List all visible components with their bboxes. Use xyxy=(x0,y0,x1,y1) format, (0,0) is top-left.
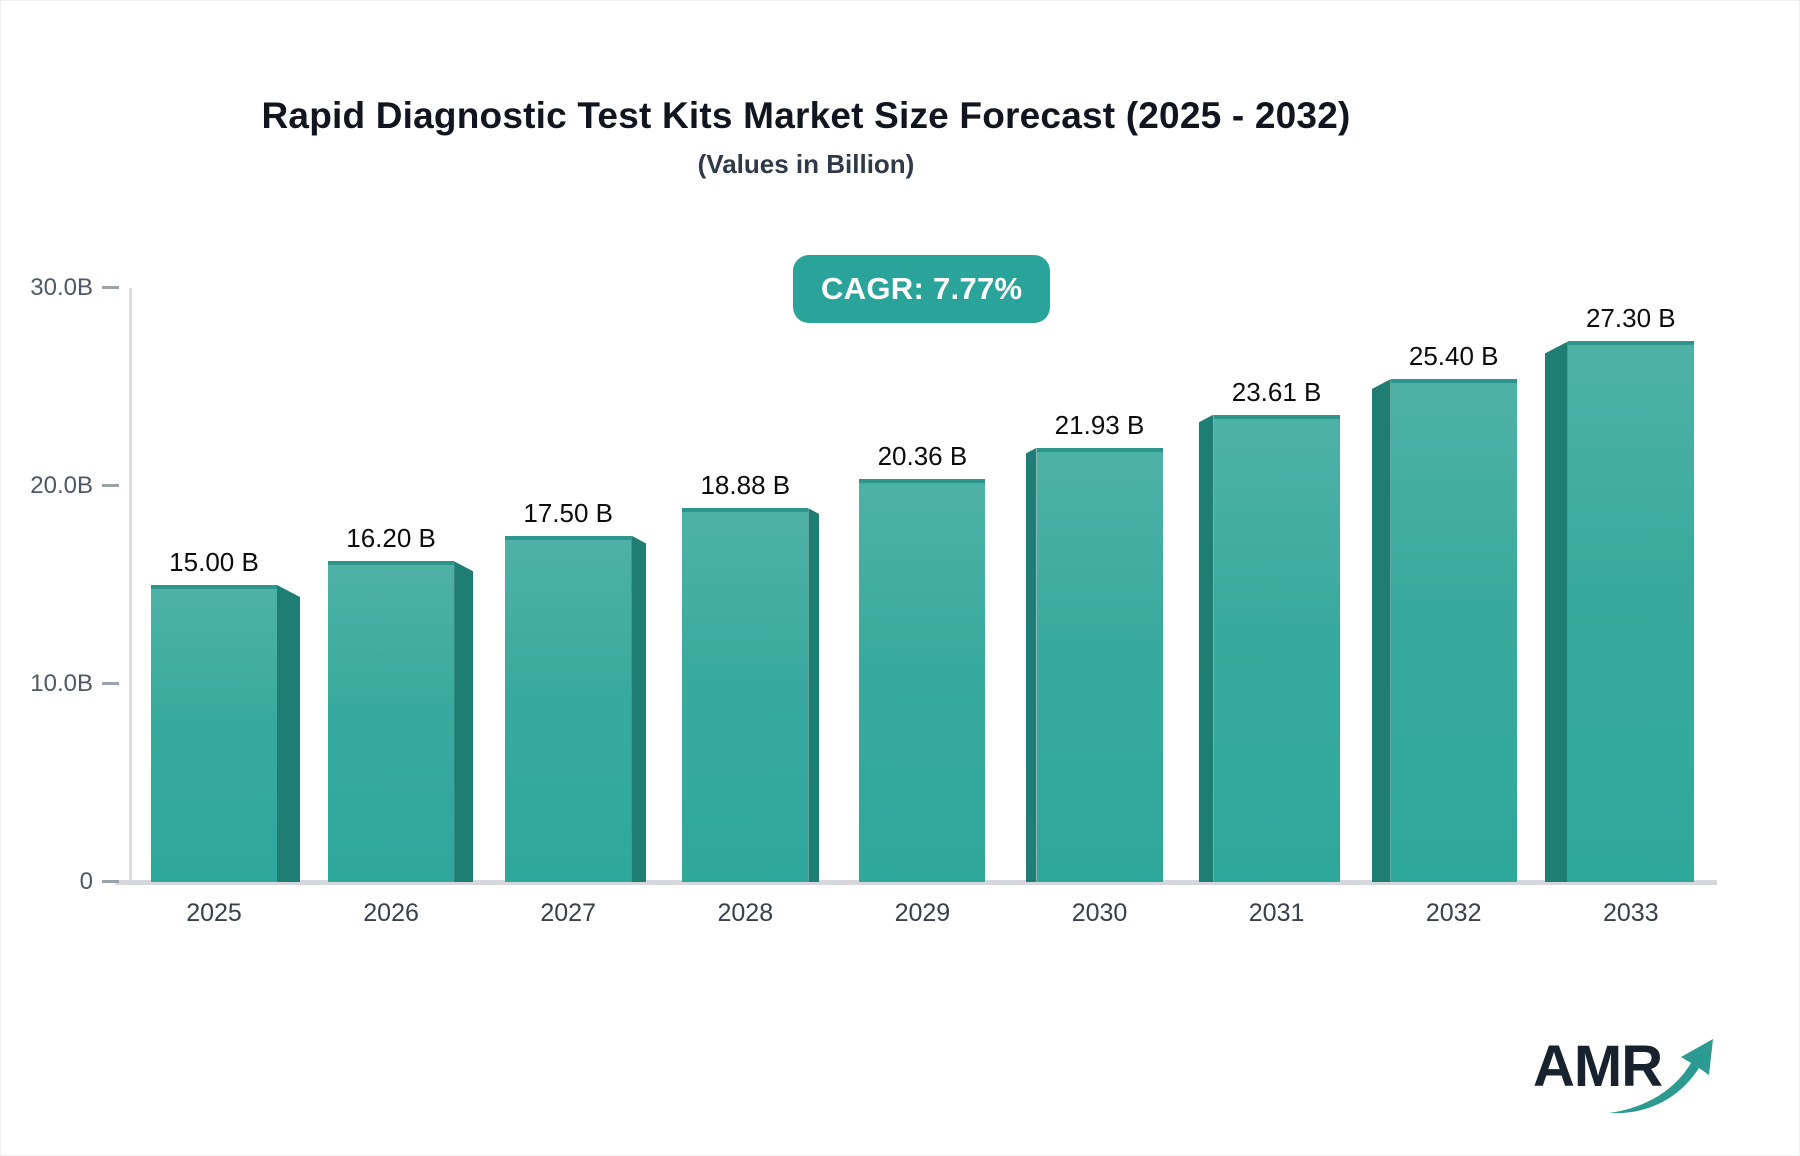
bar-value-label: 25.40 B xyxy=(1408,341,1499,372)
y-axis-tick-label: 20.0B xyxy=(30,472,93,499)
bar-2025 xyxy=(151,585,300,882)
bar-front-face xyxy=(1213,414,1340,882)
bar-front-face xyxy=(505,535,632,882)
bar-side-face xyxy=(1544,341,1568,882)
bar-2030 xyxy=(1025,447,1163,882)
bar-side-face xyxy=(1198,414,1214,882)
bar-front-face xyxy=(328,561,455,882)
growth-arrow-icon xyxy=(1609,1039,1713,1114)
bar-value-label: 17.50 B xyxy=(523,497,613,528)
bar-value-label: 20.36 B xyxy=(877,440,968,471)
x-axis-label-2032: 2032 xyxy=(1425,899,1482,927)
y-axis-tick-label: 0 xyxy=(79,868,93,895)
bar-2026 xyxy=(328,561,474,882)
bar-front-face xyxy=(1390,379,1517,882)
x-axis-label-2028: 2028 xyxy=(717,899,774,927)
bar-front-face xyxy=(682,508,809,882)
bar-2033 xyxy=(1544,341,1694,882)
bar-side-face xyxy=(454,561,474,882)
x-axis-label-2027: 2027 xyxy=(540,899,596,927)
y-axis-tick xyxy=(102,880,119,883)
bar-2028 xyxy=(682,508,820,882)
logo-text: AMR xyxy=(1533,1034,1663,1099)
y-axis-tick xyxy=(102,682,119,685)
bar-front-face xyxy=(859,478,986,882)
bar-front-face xyxy=(151,585,277,882)
bar-2032 xyxy=(1371,379,1517,882)
x-axis-label-2026: 2026 xyxy=(363,899,419,927)
bar-value-label: 18.88 B xyxy=(700,470,791,501)
bar-value-label: 21.93 B xyxy=(1054,409,1145,440)
y-axis-tick-label: 30.0B xyxy=(30,274,93,301)
chart-subtitle: (Values in Billion) xyxy=(697,149,915,179)
chart-title: Rapid Diagnostic Test Kits Market Size F… xyxy=(261,95,1351,136)
x-axis-label-2030: 2030 xyxy=(1071,899,1128,927)
bar-side-face xyxy=(808,508,820,882)
bar-2031 xyxy=(1198,414,1340,882)
bar-side-face xyxy=(1025,447,1037,882)
bar-front-face xyxy=(1567,341,1694,882)
x-axis-label-2031: 2031 xyxy=(1248,899,1305,927)
bar-2027 xyxy=(505,535,647,882)
y-axis-tick xyxy=(102,286,119,289)
bar-2029 xyxy=(859,478,986,882)
cagr-badge: CAGR: 7.77% xyxy=(793,255,1051,323)
bar-value-label: 16.20 B xyxy=(346,523,436,554)
y-axis-tick xyxy=(102,484,119,487)
y-axis-tick-label: 10.0B xyxy=(30,670,93,697)
bar-front-face xyxy=(1036,447,1163,882)
x-axis-label-2029: 2029 xyxy=(894,899,951,927)
bar-side-face xyxy=(277,585,300,882)
bar-value-label: 15.00 B xyxy=(169,547,259,577)
x-axis-line xyxy=(115,880,1717,885)
bar-side-face xyxy=(631,535,647,882)
x-axis-label-2025: 2025 xyxy=(186,899,242,927)
amr-logo: AMR xyxy=(1533,1037,1723,1127)
bar-side-face xyxy=(1371,379,1391,882)
y-axis-line xyxy=(129,288,132,884)
x-axis-label-2033: 2033 xyxy=(1602,899,1659,927)
bar-value-label: 23.61 B xyxy=(1231,376,1322,407)
bar-value-label: 27.30 B xyxy=(1585,303,1676,334)
